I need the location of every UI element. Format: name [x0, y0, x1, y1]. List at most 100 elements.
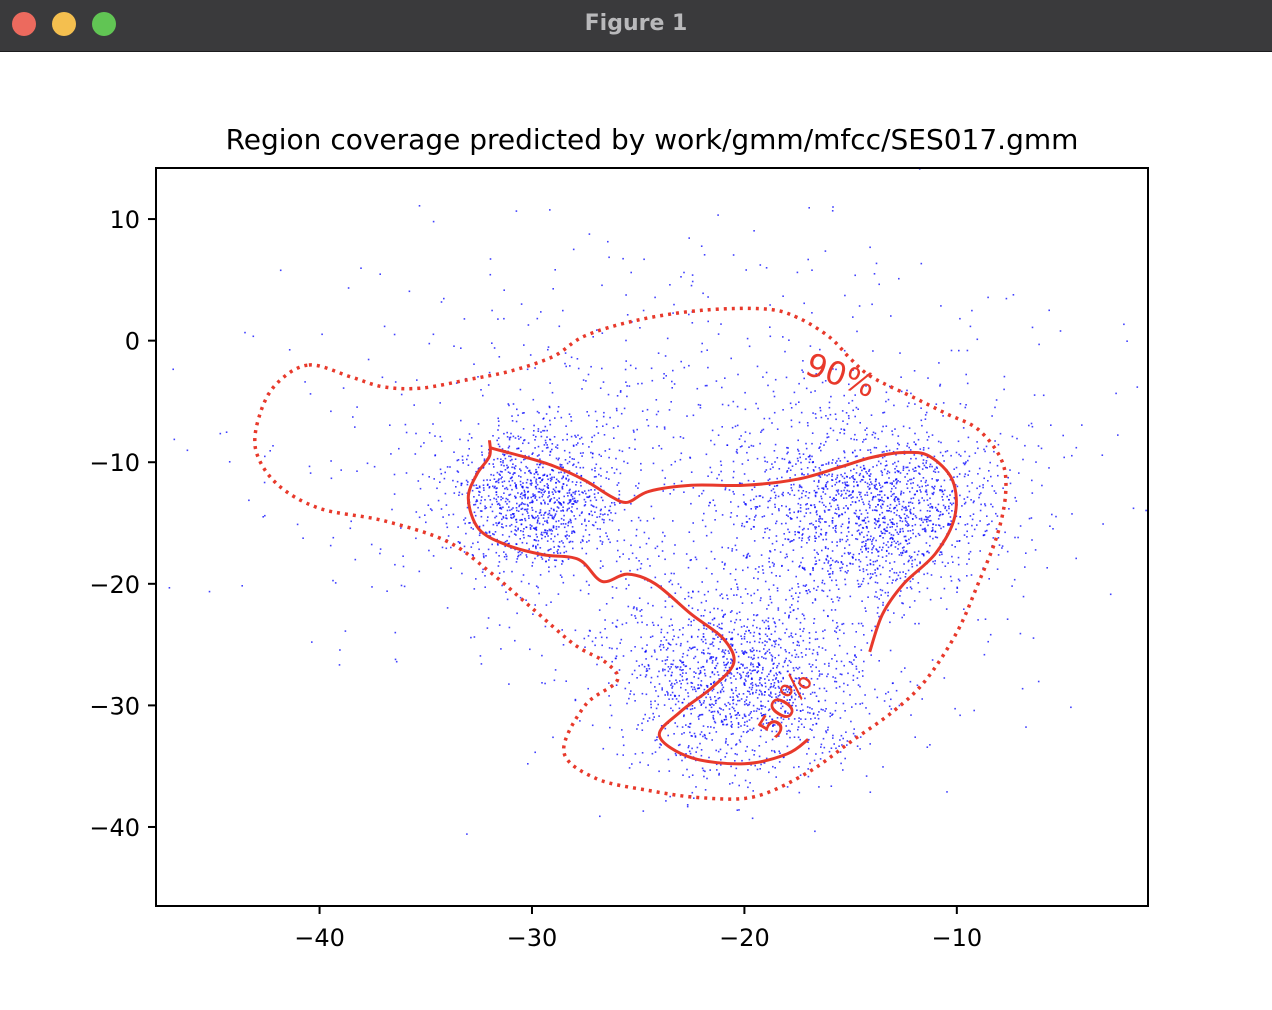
scatter-point	[574, 518, 577, 520]
scatter-point	[764, 528, 767, 530]
scatter-point	[549, 514, 552, 516]
scatter-point	[866, 491, 868, 494]
scatter-point	[901, 616, 903, 619]
scatter-point	[885, 544, 888, 546]
scatter-point	[710, 698, 712, 701]
scatter-point	[958, 473, 961, 475]
scatter-point	[903, 535, 906, 538]
scatter-point	[493, 347, 496, 349]
scatter-point	[834, 483, 836, 486]
scatter-point	[721, 561, 724, 563]
scatter-point	[757, 662, 760, 664]
scatter-point	[910, 497, 912, 500]
scatter-point	[522, 442, 524, 445]
scatter-point	[898, 554, 901, 556]
scatter-point	[824, 547, 827, 549]
scatter-point	[680, 276, 682, 278]
scatter-point	[731, 631, 733, 634]
scatter-point	[791, 723, 793, 725]
scatter-point	[715, 749, 717, 752]
maximize-window-button[interactable]	[92, 12, 116, 36]
scatter-point	[519, 388, 522, 391]
minimize-window-button[interactable]	[52, 12, 76, 36]
scatter-point	[475, 578, 477, 580]
scatter-point	[958, 349, 960, 352]
scatter-point	[498, 478, 500, 480]
scatter-point	[694, 646, 696, 648]
scatter-point	[754, 669, 756, 671]
scatter-point	[461, 459, 464, 461]
scatter-point	[812, 713, 815, 715]
scatter-point	[902, 465, 905, 468]
scatter-point	[531, 482, 533, 484]
scatter-point	[950, 349, 953, 352]
scatter-point	[868, 500, 871, 503]
scatter-point	[761, 641, 764, 644]
scatter-point	[942, 454, 944, 457]
scatter-point	[864, 522, 867, 524]
scatter-point	[503, 556, 506, 558]
scatter-point	[487, 384, 490, 386]
scatter-point	[918, 570, 920, 573]
scatter-point	[652, 624, 655, 626]
scatter-point	[731, 426, 734, 429]
scatter-point	[818, 520, 820, 522]
scatter-point	[798, 720, 800, 723]
scatter-point	[931, 434, 934, 436]
scatter-point	[951, 555, 953, 558]
scatter-point	[173, 438, 176, 441]
scatter-point	[893, 512, 896, 514]
scatter-point	[764, 682, 767, 684]
scatter-point	[508, 437, 511, 439]
scatter-point	[656, 675, 659, 678]
scatter-point	[680, 586, 682, 589]
scatter-point	[661, 469, 664, 472]
scatter-point	[639, 674, 642, 676]
scatter-point	[555, 482, 557, 484]
scatter-point	[471, 489, 474, 492]
scatter-point	[582, 540, 584, 542]
scatter-point	[701, 581, 703, 583]
scatter-point	[617, 482, 620, 484]
scatter-point	[900, 552, 902, 554]
scatter-point	[478, 485, 481, 488]
scatter-point	[821, 579, 824, 582]
axes-frame	[155, 167, 1149, 907]
scatter-point	[587, 496, 590, 499]
scatter-point	[767, 700, 770, 702]
scatter-point	[809, 454, 811, 457]
close-window-button[interactable]	[12, 12, 36, 36]
scatter-point	[758, 641, 761, 644]
scatter-point	[792, 667, 795, 669]
scatter-point	[450, 567, 452, 569]
scatter-point	[745, 269, 747, 271]
scatter-point	[844, 570, 847, 573]
scatter-point	[746, 555, 748, 558]
scatter-point	[515, 484, 517, 486]
scatter-point	[969, 550, 972, 553]
scatter-point	[846, 423, 849, 425]
scatter-point	[546, 519, 548, 522]
scatter-point	[683, 715, 685, 718]
scatter-point	[585, 580, 588, 583]
scatter-point	[488, 448, 490, 451]
scatter-point	[415, 511, 418, 513]
scatter-point	[835, 560, 838, 562]
scatter-point	[623, 508, 626, 511]
scatter-point	[668, 770, 671, 772]
scatter-point	[798, 531, 800, 534]
scatter-point	[793, 511, 795, 514]
scatter-point	[802, 360, 804, 362]
scatter-point	[1025, 552, 1027, 554]
scatter-point	[941, 553, 943, 556]
scatter-point	[726, 444, 729, 446]
scatter-point	[777, 654, 780, 657]
scatter-point	[775, 639, 777, 642]
scatter-point	[813, 587, 815, 590]
scatter-point	[747, 618, 749, 621]
scatter-point	[752, 525, 755, 528]
scatter-point	[904, 506, 907, 508]
scatter-point	[717, 333, 720, 335]
scatter-point	[879, 513, 881, 516]
scatter-point	[775, 540, 778, 543]
